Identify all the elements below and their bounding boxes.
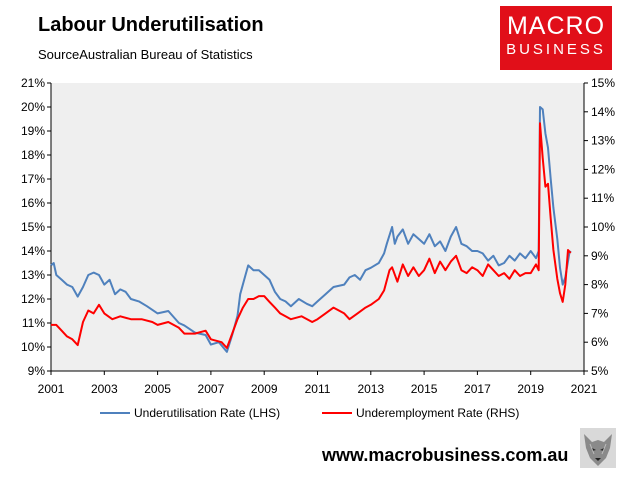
left-tick-label: 15%	[21, 220, 45, 234]
x-tick-label: 2015	[411, 382, 438, 396]
x-tick-label: 2005	[144, 382, 171, 396]
left-tick-label: 21%	[21, 76, 45, 90]
underemployment-series-line	[51, 122, 572, 349]
x-tick-label: 2019	[517, 382, 544, 396]
left-tick-label: 17%	[21, 172, 45, 186]
right-tick-label: 6%	[591, 335, 609, 349]
x-axis: 2001 2003 2005 2007 2009 2011 2013 2015 2017 2019…	[38, 370, 598, 396]
x-tick-label: 2003	[91, 382, 118, 396]
x-tick-label: 2009	[251, 382, 278, 396]
left-y-axis: 9% 10% 11% 12% 13% 14% 15% 16% 17% 18% 19% 20% 21%	[21, 76, 52, 378]
x-tick-label: 2013	[357, 382, 384, 396]
site-url: www.macrobusiness.com.au	[322, 445, 569, 465]
left-tick-label: 18%	[21, 148, 45, 162]
chart-title: Labour Underutilisation	[38, 14, 264, 36]
legend-label: Underemployment Rate (RHS)	[356, 406, 519, 420]
right-tick-label: 14%	[591, 105, 615, 119]
legend-label: Underutilisation Rate (LHS)	[134, 406, 280, 420]
right-tick-label: 12%	[591, 162, 615, 176]
left-tick-label: 19%	[21, 124, 45, 138]
x-tick-label: 2001	[38, 382, 65, 396]
left-tick-label: 16%	[21, 196, 45, 210]
chart-source: SourceAustralian Bureau of Statistics	[38, 47, 253, 62]
legend: Underutilisation Rate (LHS) Underemployme…	[100, 406, 519, 420]
x-tick-label: 2021	[571, 382, 598, 396]
right-y-axis: 5% 6% 7% 8% 9% 10% 11% 12% 13% 14% 15%	[583, 76, 615, 378]
underutilisation-series-line	[50, 106, 572, 353]
series-lines	[50, 106, 572, 353]
right-tick-label: 13%	[591, 134, 615, 148]
right-tick-label: 15%	[591, 76, 615, 90]
right-tick-label: 9%	[591, 249, 609, 263]
right-tick-label: 5%	[591, 364, 609, 378]
left-tick-label: 14%	[21, 244, 45, 258]
left-tick-label: 11%	[22, 316, 45, 330]
macro-business-logo: MACRO BUSINESS	[500, 6, 612, 70]
x-tick-label: 2007	[198, 382, 225, 396]
wolf-icon	[580, 428, 616, 468]
x-tick-label: 2011	[305, 382, 331, 396]
left-tick-label: 12%	[21, 292, 45, 306]
plot-area	[51, 83, 584, 371]
left-tick-label: 10%	[21, 340, 45, 354]
left-tick-label: 20%	[21, 100, 45, 114]
right-tick-label: 8%	[591, 278, 609, 292]
logo-line-1: MACRO	[506, 12, 606, 40]
logo-line-2: BUSINESS	[506, 41, 606, 58]
right-tick-label: 7%	[591, 306, 609, 320]
right-tick-label: 10%	[591, 220, 615, 234]
x-tick-label: 2017	[464, 382, 491, 396]
left-tick-label: 9%	[28, 364, 46, 378]
right-tick-label: 11%	[591, 191, 614, 205]
left-tick-label: 13%	[21, 268, 45, 282]
